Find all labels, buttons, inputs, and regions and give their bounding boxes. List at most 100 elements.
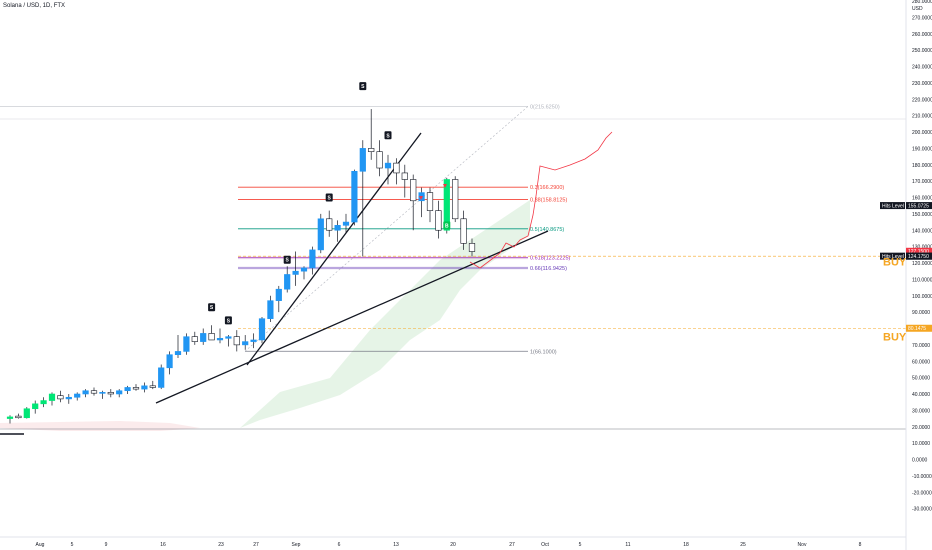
trend-lines bbox=[155, 132, 549, 404]
signal-badge bbox=[443, 221, 451, 230]
y-tick-label: 70.0000 bbox=[912, 343, 930, 349]
projection-path bbox=[469, 131, 613, 269]
candle-body bbox=[23, 408, 30, 419]
down-arrow-marker bbox=[443, 184, 447, 188]
signal-text: S bbox=[210, 305, 214, 311]
candle-body bbox=[225, 336, 232, 339]
price-tags: Hits Level 1155.0725127.1500124.1825Hits… bbox=[880, 202, 932, 332]
cloud-bullish bbox=[240, 200, 530, 428]
down-arrow-marker bbox=[419, 196, 423, 200]
signal-markers: S S S S S S B bbox=[208, 82, 451, 325]
price-tag-bg bbox=[906, 247, 932, 255]
price-tag-value: 124.1750 bbox=[908, 254, 929, 260]
candle-body bbox=[410, 179, 417, 202]
y-tick-label: 140.0000 bbox=[912, 228, 932, 234]
candle-body bbox=[74, 393, 81, 398]
candle-body bbox=[267, 300, 274, 319]
y-tick-label: 160.0000 bbox=[912, 196, 932, 202]
x-tick-label: 16 bbox=[160, 542, 166, 548]
y-tick-label: 60.0000 bbox=[912, 359, 930, 365]
price-axis[interactable]: USD 290.0000280.0000270.0000260.0000250.… bbox=[905, 0, 932, 550]
candle-body bbox=[359, 148, 366, 172]
signal-text: S bbox=[328, 196, 332, 202]
fib-level-label: 0.38(158.8125) bbox=[530, 197, 567, 203]
buy-label: BUY bbox=[883, 332, 907, 344]
projection-line bbox=[469, 131, 613, 269]
chart-title: Solana / USD, 1D, FTX bbox=[3, 3, 66, 9]
candle-body bbox=[90, 390, 98, 394]
y-tick-label: 20.0000 bbox=[912, 425, 930, 431]
signal-badge bbox=[359, 82, 367, 91]
fib-zone bbox=[238, 256, 528, 260]
signal-badge bbox=[325, 193, 333, 202]
candle-body bbox=[342, 221, 350, 226]
candle-body bbox=[284, 274, 291, 290]
candle-body bbox=[166, 354, 173, 369]
signal-badge bbox=[384, 131, 392, 140]
y-tick-label: 250.0000 bbox=[912, 48, 932, 54]
y-tick-label: 200.0000 bbox=[912, 130, 932, 136]
candle-body bbox=[300, 267, 308, 272]
candle-body bbox=[65, 396, 72, 400]
y-tick-label: 150.0000 bbox=[912, 212, 932, 218]
x-tick-label: Nov bbox=[798, 542, 807, 548]
candle-body bbox=[183, 336, 190, 352]
signal-text: S bbox=[227, 318, 231, 324]
ichimoku-cloud bbox=[0, 118, 906, 435]
signal-badge bbox=[224, 316, 232, 325]
y-tick-label: 240.0000 bbox=[912, 65, 932, 71]
candle-body bbox=[200, 333, 207, 342]
candle-body bbox=[384, 162, 392, 169]
x-tick-label: 25 bbox=[740, 542, 746, 548]
y-tick-label: 130.0000 bbox=[912, 245, 932, 251]
y-tick-label: 170.0000 bbox=[912, 179, 932, 185]
candle-body bbox=[351, 171, 358, 223]
signal-text: S bbox=[286, 258, 290, 264]
price-tag-label-bg bbox=[880, 252, 905, 260]
candle-body bbox=[309, 249, 316, 269]
fib-level-label: 0.618(123.2225) bbox=[530, 256, 571, 262]
signal-badge bbox=[283, 255, 291, 264]
signal-text: B bbox=[445, 223, 449, 229]
y-tick-label: 0.0000 bbox=[912, 458, 928, 464]
steep-trendline bbox=[246, 132, 422, 366]
y-tick-label: 90.0000 bbox=[912, 310, 930, 316]
candle-body bbox=[317, 218, 324, 251]
price-tag-label: Hits Level 1 bbox=[882, 203, 908, 209]
x-tick-label: 5 bbox=[579, 542, 582, 548]
candle-body bbox=[426, 192, 434, 211]
candle-body bbox=[452, 179, 459, 220]
y-tick-label: 280.0000 bbox=[912, 0, 932, 5]
candle-body bbox=[275, 288, 282, 301]
candle-body bbox=[460, 218, 467, 244]
x-tick-label: 6 bbox=[338, 542, 341, 548]
price-tag-bg bbox=[906, 252, 932, 260]
x-tick-label: 27 bbox=[253, 542, 259, 548]
candle-body bbox=[443, 179, 450, 231]
y-tick-label: 100.0000 bbox=[912, 294, 932, 300]
price-tag-bg bbox=[906, 324, 932, 332]
y-tick-label: 110.0000 bbox=[912, 277, 932, 283]
y-tick-label: 30.0000 bbox=[912, 408, 930, 414]
y-tick-label: -10.0000 bbox=[912, 474, 932, 480]
price-tag-label-bg bbox=[880, 202, 905, 210]
signal-text: S bbox=[361, 84, 365, 90]
y-tick-label: 230.0000 bbox=[912, 81, 932, 87]
y-tick-label: 10.0000 bbox=[912, 441, 930, 447]
candle-body bbox=[233, 336, 240, 346]
y-tick-label: -20.0000 bbox=[912, 490, 932, 496]
y-tick-label: -30.0000 bbox=[912, 507, 932, 513]
y-tick-label: 210.0000 bbox=[912, 114, 932, 120]
cloud-bearish bbox=[0, 421, 200, 431]
candle-body bbox=[292, 270, 299, 275]
time-axis[interactable]: Aug 5 9 16 23 27 Sep 6 13 20 27 Oct 5 11 18 25 Nov 8 bbox=[0, 536, 906, 548]
y-tick-label: 260.0000 bbox=[912, 32, 932, 38]
candle-body bbox=[82, 390, 89, 395]
y-tick-label: 50.0000 bbox=[912, 376, 930, 382]
candle-body bbox=[376, 151, 383, 169]
candle-body bbox=[242, 341, 249, 346]
x-tick-label: 23 bbox=[218, 542, 224, 548]
currency-label: USD bbox=[912, 6, 923, 12]
y-tick-label: 190.0000 bbox=[912, 146, 932, 152]
